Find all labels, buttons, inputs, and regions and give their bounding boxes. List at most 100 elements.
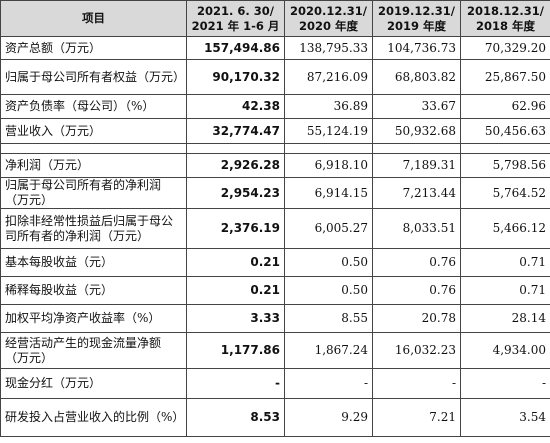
value-cell: 4,934.00 <box>460 332 550 369</box>
data-row: 经营活动产生的现金流量净额（万元） 1,177.86 1,867.24 16,032.… <box>0 332 550 369</box>
row-label: 基本每股收益（元） <box>0 248 187 277</box>
value-cell: 33.67 <box>372 94 461 119</box>
value-cell: 6,005.27 <box>284 208 373 249</box>
value-cell: 20.78 <box>372 304 461 333</box>
value-cell: 3.54 <box>460 398 550 437</box>
data-row: 净利润（万元） 2,926.28 6,918.10 7,189.31 5,798.56 <box>0 153 550 178</box>
value-cell: 5,764.52 <box>460 177 550 209</box>
spacer-cell <box>186 143 285 154</box>
data-row: 归属于母公司所有者的净利润（万元） 2,954.23 6,914.15 7,213.4… <box>0 177 550 209</box>
value-cell: 2,376.19 <box>186 208 285 249</box>
value-cell: 90,170.32 <box>186 59 285 95</box>
value-cell: - <box>460 368 550 399</box>
value-cell: 157,494.86 <box>186 36 285 60</box>
spacer-row <box>0 143 550 154</box>
value-cell: 5,798.56 <box>460 153 550 178</box>
row-label: 资产总额（万元） <box>0 36 187 60</box>
value-cell: 0.76 <box>372 276 461 305</box>
header-line: 2021 年 1-6 月 <box>191 18 280 33</box>
value-cell: 1,867.24 <box>284 332 373 369</box>
table-body: 资产总额（万元） 157,494.86 138,795.33 104,736.73 70… <box>0 36 550 437</box>
row-label: 归属于母公司所有者权益（万元） <box>0 59 187 95</box>
value-cell: 104,736.73 <box>372 36 461 60</box>
value-cell: 9.29 <box>284 398 373 437</box>
value-cell: 8.53 <box>186 398 285 437</box>
value-cell: 0.76 <box>372 248 461 277</box>
header-line: 项目 <box>82 11 105 25</box>
value-cell: 0.50 <box>284 248 373 277</box>
row-label: 营业收入（万元） <box>0 118 187 144</box>
header-line: 2019 年度 <box>386 18 446 33</box>
value-cell: - <box>186 368 285 399</box>
header-line: 2018 年度 <box>475 18 535 33</box>
value-cell: 87,216.09 <box>284 59 373 95</box>
header-line: 2019.12.31/ <box>378 3 455 18</box>
data-row: 现金分红（万元） - - - - <box>0 368 550 399</box>
row-label: 稀释每股收益（元） <box>0 276 187 305</box>
value-cell: 50,932.68 <box>372 118 461 144</box>
spacer-cell <box>372 143 461 154</box>
value-cell: 2,926.28 <box>186 153 285 178</box>
data-row: 扣除非经常性损益后归属于母公司所有者的净利润（万元） 2,376.19 6,005.… <box>0 208 550 249</box>
header-cell: 项目 <box>0 0 187 37</box>
spacer-cell <box>0 143 187 154</box>
value-cell: 50,456.63 <box>460 118 550 144</box>
row-label: 研发投入占营业收入的比例（%） <box>0 398 187 437</box>
value-cell: 3.33 <box>186 304 285 333</box>
data-row: 研发投入占营业收入的比例（%） 8.53 9.29 7.21 3.54 <box>0 398 550 437</box>
header-row: 项目 2021. 6. 30/2021 年 1-6 月 2020.12.31/202… <box>0 0 550 37</box>
value-cell: - <box>284 368 373 399</box>
header-line: 2020 年度 <box>298 18 358 33</box>
value-cell: 2,954.23 <box>186 177 285 209</box>
header-cell: 2021. 6. 30/2021 年 1-6 月 <box>186 0 285 37</box>
header-cell: 2019.12.31/2019 年度 <box>372 0 461 37</box>
row-label: 现金分红（万元） <box>0 368 187 399</box>
value-cell: 6,918.10 <box>284 153 373 178</box>
value-cell: 70,329.20 <box>460 36 550 60</box>
header-cell: 2018.12.31/2018 年度 <box>460 0 550 37</box>
value-cell: 7,189.31 <box>372 153 461 178</box>
value-cell: - <box>372 368 461 399</box>
header-cell: 2020.12.31/2020 年度 <box>284 0 373 37</box>
spacer-cell <box>284 143 373 154</box>
data-row: 资产负债率（母公司）（%） 42.38 36.89 33.67 62.96 <box>0 94 550 119</box>
value-cell: 16,032.23 <box>372 332 461 369</box>
row-label: 扣除非经常性损益后归属于母公司所有者的净利润（万元） <box>0 208 187 249</box>
value-cell: 6,914.15 <box>284 177 373 209</box>
row-label: 加权平均净资产收益率（%） <box>0 304 187 333</box>
value-cell: 0.21 <box>186 248 285 277</box>
value-cell: 8.55 <box>284 304 373 333</box>
spacer-cell <box>460 143 550 154</box>
data-row: 加权平均净资产收益率（%） 3.33 8.55 20.78 28.14 <box>0 304 550 333</box>
value-cell: 7,213.44 <box>372 177 461 209</box>
data-row: 基本每股收益（元） 0.21 0.50 0.76 0.71 <box>0 248 550 277</box>
row-label: 经营活动产生的现金流量净额（万元） <box>0 332 187 369</box>
value-cell: 62.96 <box>460 94 550 119</box>
header-line: 2021. 6. 30/ <box>197 3 274 18</box>
header-line: 2020.12.31/ <box>290 3 367 18</box>
data-row: 营业收入（万元） 32,774.47 55,124.19 50,932.68 50,45… <box>0 118 550 144</box>
value-cell: 68,803.82 <box>372 59 461 95</box>
row-label: 资产负债率（母公司）（%） <box>0 94 187 119</box>
value-cell: 0.21 <box>186 276 285 305</box>
value-cell: 36.89 <box>284 94 373 119</box>
value-cell: 8,033.51 <box>372 208 461 249</box>
data-row: 稀释每股收益（元） 0.21 0.50 0.76 0.71 <box>0 276 550 305</box>
value-cell: 1,177.86 <box>186 332 285 369</box>
row-label: 归属于母公司所有者的净利润（万元） <box>0 177 187 209</box>
value-cell: 0.71 <box>460 276 550 305</box>
value-cell: 7.21 <box>372 398 461 437</box>
value-cell: 5,466.12 <box>460 208 550 249</box>
value-cell: 138,795.33 <box>284 36 373 60</box>
value-cell: 42.38 <box>186 94 285 119</box>
value-cell: 55,124.19 <box>284 118 373 144</box>
value-cell: 25,867.50 <box>460 59 550 95</box>
data-row: 归属于母公司所有者权益（万元） 90,170.32 87,216.09 68,803.… <box>0 59 550 95</box>
value-cell: 32,774.47 <box>186 118 285 144</box>
value-cell: 0.50 <box>284 276 373 305</box>
row-label: 净利润（万元） <box>0 153 187 178</box>
value-cell: 0.71 <box>460 248 550 277</box>
header-line: 2018.12.31/ <box>467 3 544 18</box>
